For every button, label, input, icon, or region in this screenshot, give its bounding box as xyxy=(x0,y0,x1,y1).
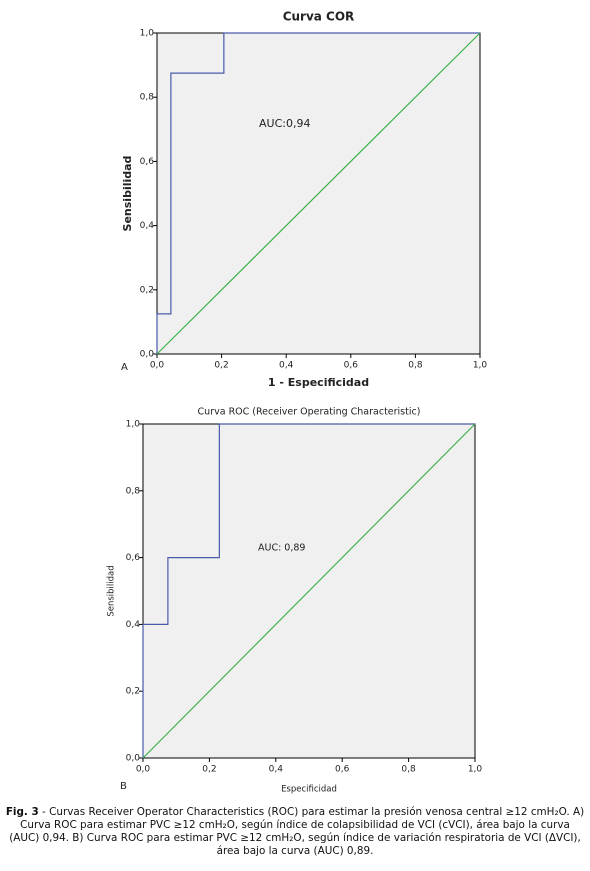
y-tick-label: 0,6 xyxy=(126,553,141,563)
x-tick-label: 0,2 xyxy=(202,765,216,775)
x-tick-label: 0,0 xyxy=(150,361,165,371)
y-tick-label: 0,8 xyxy=(140,93,155,103)
y-tick-label: 0,8 xyxy=(126,486,141,496)
y-axis-label: Sensibilidad xyxy=(107,565,117,616)
x-tick-label: 0,0 xyxy=(136,765,151,775)
annotation: AUC:0,94 xyxy=(259,117,310,130)
y-tick-label: 1,0 xyxy=(126,420,141,430)
caption-text: - Curvas Receiver Operator Characteristi… xyxy=(9,806,585,857)
x-tick-label: 0,8 xyxy=(401,765,416,775)
y-tick-label: 0,4 xyxy=(140,221,155,231)
y-axis-label: Sensibilidad xyxy=(121,156,134,232)
x-tick-label: 1,0 xyxy=(468,765,483,775)
x-tick-label: 0,6 xyxy=(335,765,350,775)
y-tick-label: 0,2 xyxy=(126,687,140,697)
x-axis-label: 1 - Especificidad xyxy=(268,376,369,389)
caption: Fig. 3 - Curvas Receiver Operator Charac… xyxy=(4,806,586,858)
x-tick-label: 0,4 xyxy=(269,765,284,775)
y-tick-label: 0,4 xyxy=(126,620,141,630)
x-tick-label: 0,4 xyxy=(279,361,294,371)
x-tick-label: 0,8 xyxy=(408,361,423,371)
y-tick-label: 1,0 xyxy=(140,29,155,39)
chart-title: Curva ROC (Receiver Operating Characteri… xyxy=(198,407,421,418)
panel-label: A xyxy=(121,362,128,373)
series-line xyxy=(156,32,481,355)
figure: Curva COR 0,0 0,2 0,4 0,6 0,8 1,0 0,0 0,2 0,4 0,6 0… xyxy=(107,10,488,795)
panel-label: B xyxy=(120,781,127,792)
y-tick-label: 0,2 xyxy=(140,285,154,295)
x-tick-label: 0,6 xyxy=(344,361,359,371)
x-tick-label: 0,2 xyxy=(214,361,228,371)
y-tick-label: 0,0 xyxy=(126,754,141,764)
y-tick-label: 0,0 xyxy=(140,350,155,360)
x-tick-label: 1,0 xyxy=(473,361,488,371)
y-tick-label: 0,6 xyxy=(140,157,155,167)
caption-label: Fig. 3 xyxy=(5,806,39,818)
series-line xyxy=(142,423,475,758)
series-line xyxy=(156,32,480,354)
chart-title: Curva COR xyxy=(283,10,355,24)
x-axis-label: Especificidad xyxy=(281,785,337,795)
series-line xyxy=(142,423,476,759)
annotation: AUC: 0,89 xyxy=(258,543,305,554)
